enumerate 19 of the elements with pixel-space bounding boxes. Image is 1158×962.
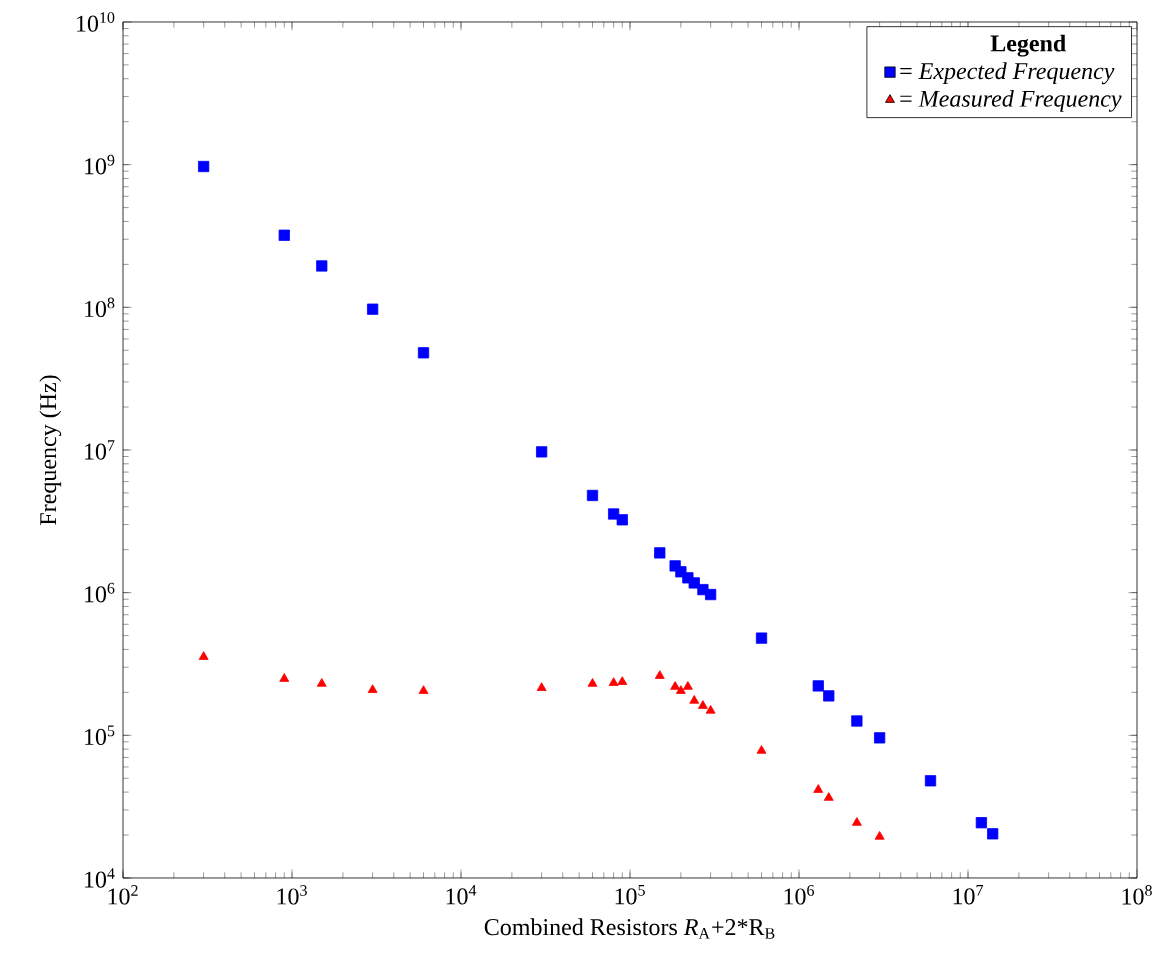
x-tick-label: 10$^{5}$ <box>615 885 645 905</box>
y-tick-label: 10$^{7}$ <box>85 440 115 460</box>
x-tick-label: 10$^{7}$ <box>953 885 984 905</box>
y-tick-label: 10$^{10}$ <box>77 12 115 32</box>
x-tick-label: 10$^{6}$ <box>784 885 815 905</box>
legend-label: = Expected Frequency <box>900 62 1115 85</box>
y-tick-label: 10$^{4}$ <box>85 868 115 888</box>
x-tick-label: 10$^{8}$ <box>1122 885 1152 905</box>
x-tick-label: 10$^{3}$ <box>277 885 307 905</box>
x-axis-title: Combined Resistors R$_{A}$+2*R$_{B}$ <box>484 918 775 939</box>
y-tick-label: 10$^{6}$ <box>85 582 115 603</box>
y-tick-label: 10$^{5}$ <box>85 725 115 746</box>
y-axis-title: Frequency (Hz) <box>39 375 62 525</box>
legend-title: Legend <box>990 34 1066 57</box>
legend-label: = Measured Frequency <box>900 89 1122 112</box>
x-tick-label: 10$^{4}$ <box>446 885 477 905</box>
y-tick-label: 10$^{9}$ <box>85 154 115 175</box>
x-tick-label: 10$^{2}$ <box>108 885 138 905</box>
y-tick-label: 10$^{8}$ <box>85 297 115 318</box>
